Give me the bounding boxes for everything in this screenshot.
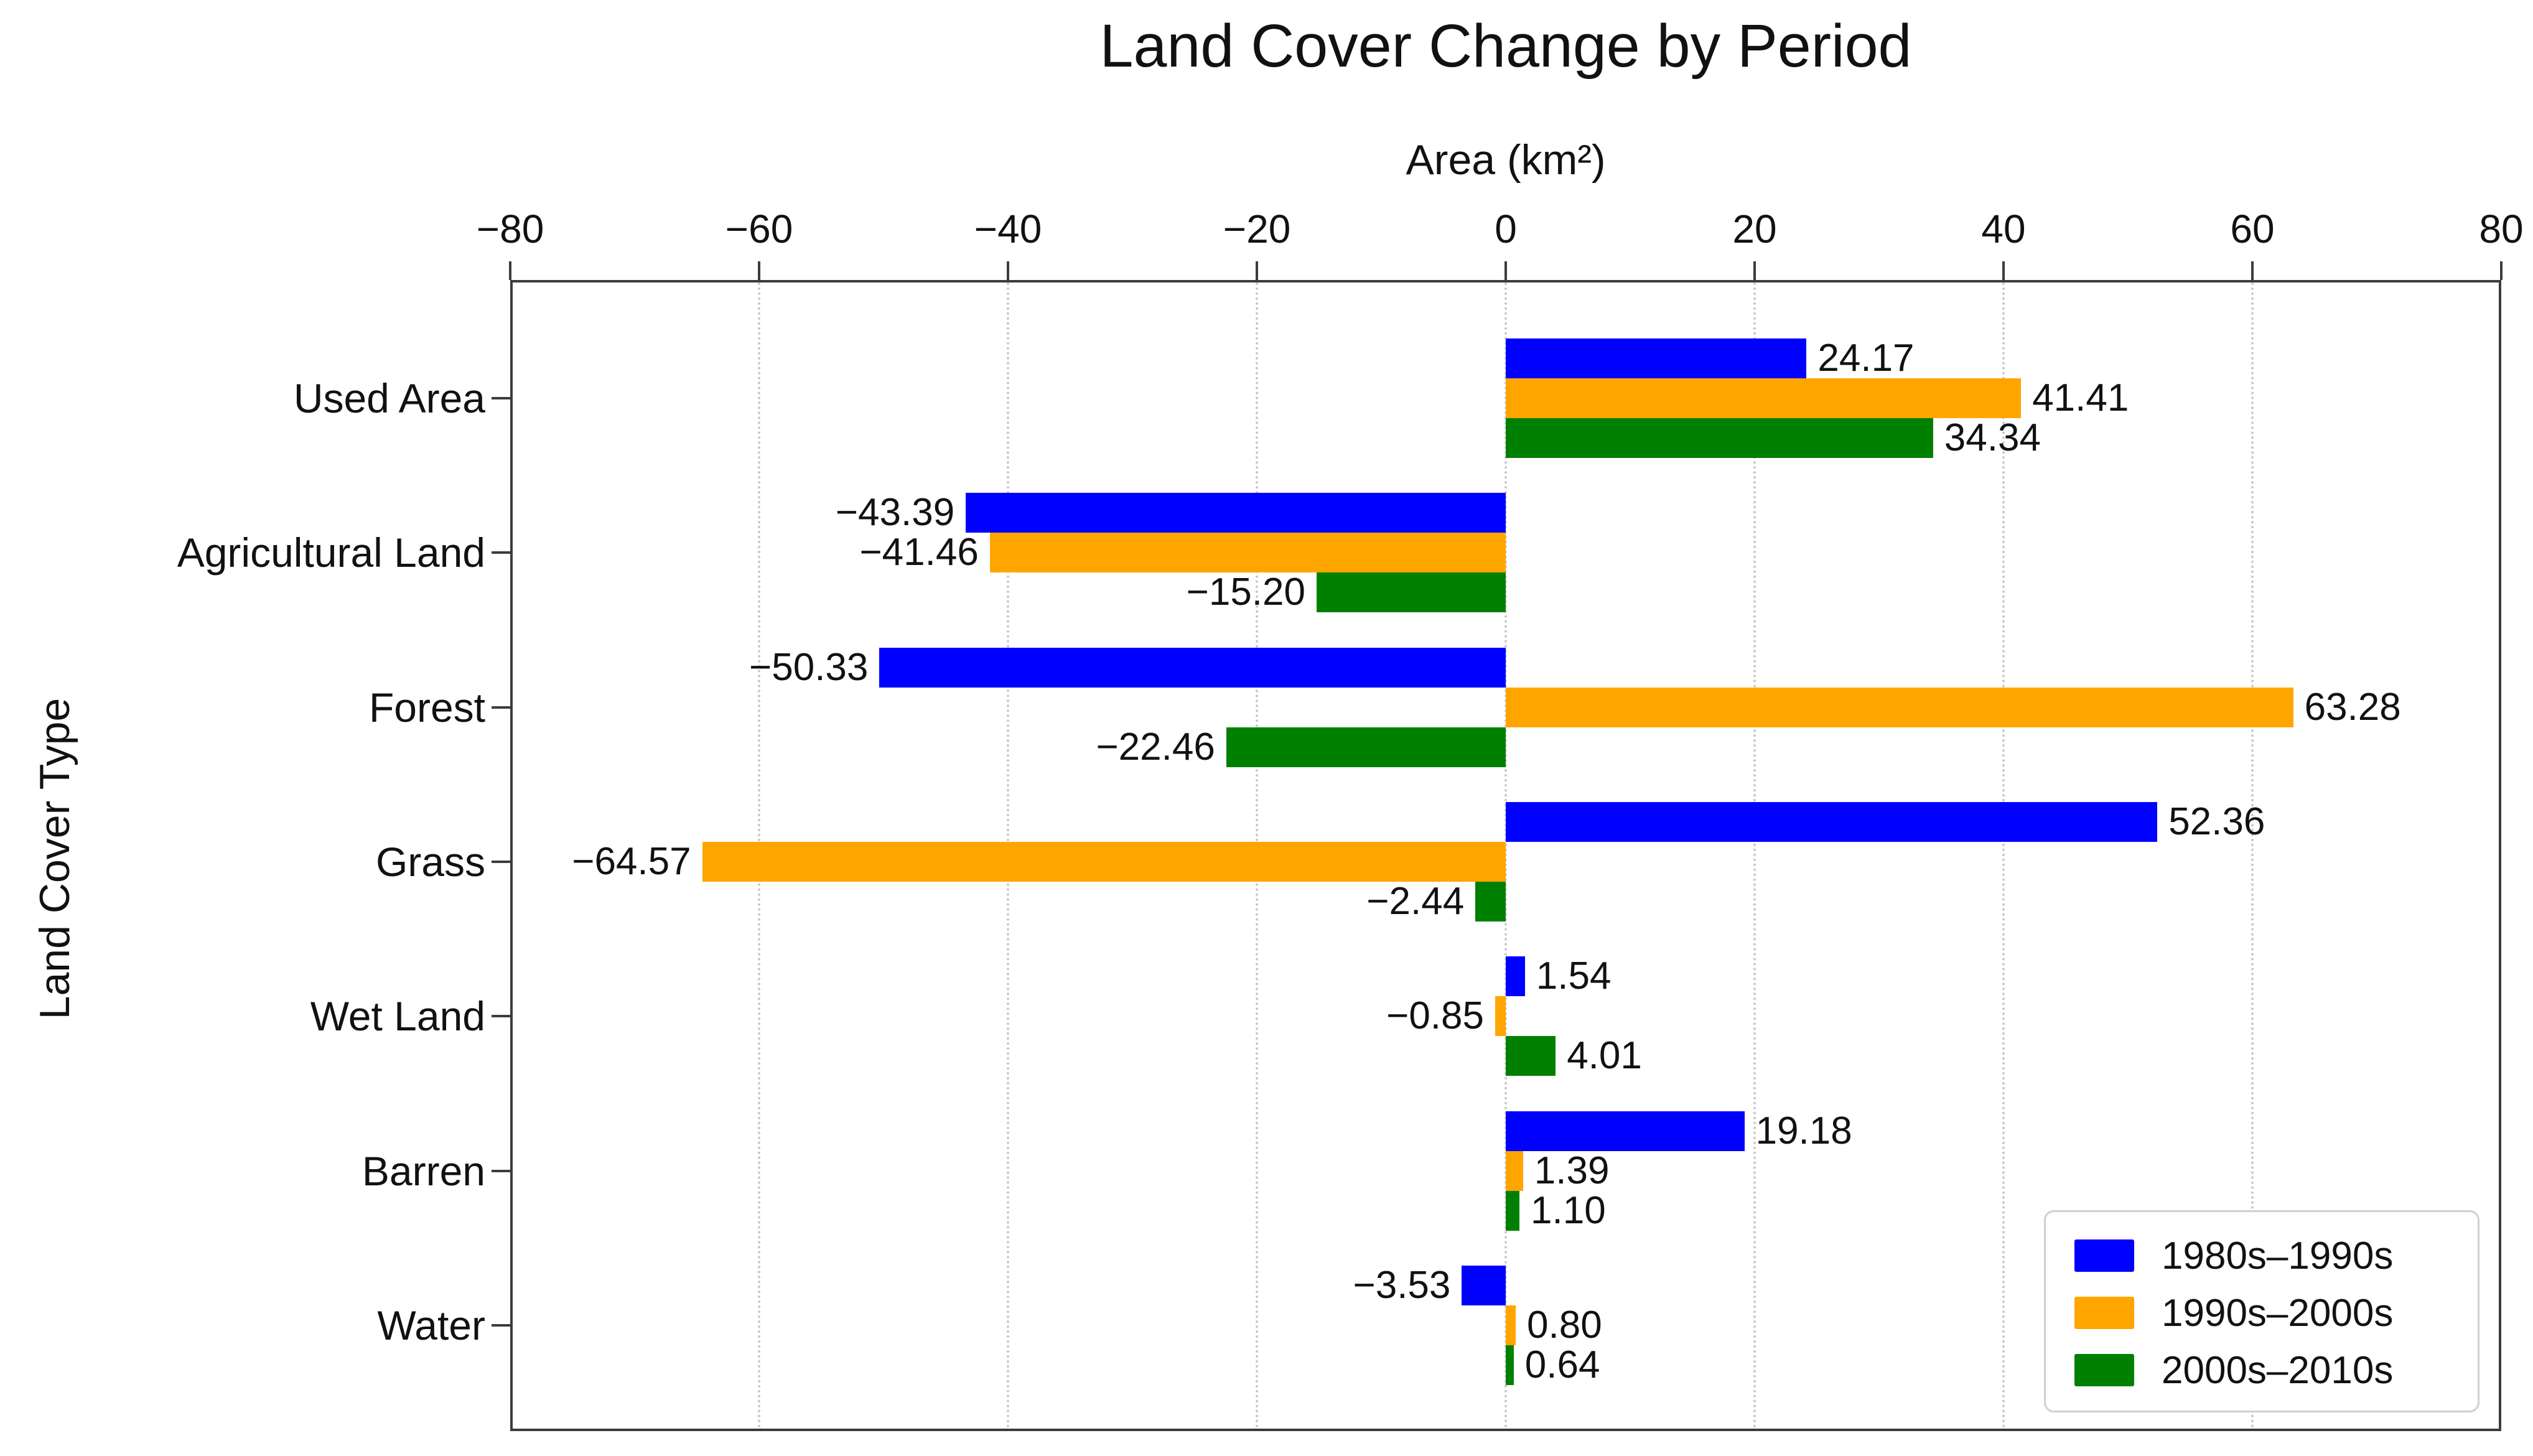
gridline xyxy=(1753,282,1756,1429)
bar-value-label: −0.85 xyxy=(1386,994,1484,1038)
bar-value-label: −41.46 xyxy=(859,531,979,574)
bar xyxy=(1506,418,1933,458)
bar-value-label: 63.28 xyxy=(2304,685,2401,729)
bar xyxy=(1506,338,1807,378)
y-tick xyxy=(492,1324,510,1327)
bar-value-label: −64.57 xyxy=(572,840,691,883)
x-tick xyxy=(1753,261,1756,280)
x-axis-label: Area (km²) xyxy=(1406,136,1606,184)
bar xyxy=(1462,1266,1506,1305)
x-tick xyxy=(509,261,511,280)
bar-value-label: −15.20 xyxy=(1186,571,1305,614)
y-tick xyxy=(492,861,510,863)
x-tick-label: 0 xyxy=(1495,207,1517,251)
y-tick xyxy=(492,397,510,399)
legend-swatch-2000s-2010s xyxy=(2074,1354,2134,1386)
bar-value-label: −22.46 xyxy=(1096,725,1215,768)
bar xyxy=(1506,378,2022,418)
y-tick xyxy=(492,1169,510,1172)
bar-value-label: 0.80 xyxy=(1527,1304,1602,1346)
bar-value-label: 24.17 xyxy=(1817,337,1915,380)
category-label: Agricultural Land xyxy=(177,530,485,576)
x-tick-label: −20 xyxy=(1223,207,1291,251)
category-label: Water xyxy=(377,1302,485,1348)
legend: 1980s–1990s 1990s–2000s 2000s–2010s xyxy=(2044,1210,2479,1412)
x-tick xyxy=(2002,261,2005,280)
legend-label: 1990s–2000s xyxy=(2162,1291,2394,1335)
y-tick xyxy=(492,551,510,554)
legend-swatch-1980s-1990s xyxy=(2074,1239,2134,1272)
category-label: Grass xyxy=(375,839,485,885)
y-tick xyxy=(492,706,510,709)
x-tick xyxy=(2500,261,2503,280)
x-tick-label: −80 xyxy=(476,207,544,251)
category-label: Barren xyxy=(362,1147,485,1194)
bar xyxy=(702,842,1506,882)
bar xyxy=(1506,1345,1514,1385)
chart-title: Land Cover Change by Period xyxy=(1099,12,1912,80)
bar-value-label: −50.33 xyxy=(749,645,869,689)
gridline xyxy=(2002,282,2005,1429)
legend-entry: 1990s–2000s xyxy=(2074,1284,2478,1342)
category-label: Used Area xyxy=(293,375,485,421)
bar xyxy=(879,647,1506,688)
bar xyxy=(1475,882,1506,922)
x-tick-label: 20 xyxy=(1732,207,1777,251)
x-tick xyxy=(1504,261,1507,280)
bar-value-label: 0.64 xyxy=(1524,1343,1600,1386)
bar xyxy=(1506,1305,1516,1345)
bar xyxy=(1506,956,1525,997)
bar xyxy=(1506,1036,1556,1076)
legend-entry: 1980s–1990s xyxy=(2074,1227,2478,1284)
bar xyxy=(1226,727,1506,767)
x-tick-label: 60 xyxy=(2230,207,2275,251)
bar-value-label: 41.41 xyxy=(2032,376,2129,419)
y-tick xyxy=(492,1015,510,1018)
x-tick-label: 40 xyxy=(1981,207,2026,251)
bar-value-label: 34.34 xyxy=(1944,416,2041,459)
bar-value-label: 1.54 xyxy=(1536,954,1612,998)
bar xyxy=(1506,802,2158,842)
bar xyxy=(1506,1111,1745,1151)
x-tick xyxy=(1007,261,1009,280)
legend-label: 2000s–2010s xyxy=(2162,1348,2394,1392)
x-tick xyxy=(758,261,760,280)
bar-value-label: 19.18 xyxy=(1755,1109,1852,1152)
x-tick-label: −60 xyxy=(725,207,793,251)
x-tick-label: −40 xyxy=(974,207,1042,251)
x-tick xyxy=(1256,261,1258,280)
category-label: Wet Land xyxy=(310,993,485,1040)
bar-value-label: 52.36 xyxy=(2168,800,2265,843)
bar xyxy=(1506,687,2293,727)
bar xyxy=(1506,1190,1519,1231)
gridline xyxy=(2251,282,2254,1429)
bar xyxy=(989,533,1506,573)
legend-entry: 2000s–2010s xyxy=(2074,1342,2478,1399)
x-tick-label: 80 xyxy=(2479,207,2524,251)
category-label: Forest xyxy=(368,684,485,730)
legend-label: 1980s–1990s xyxy=(2162,1234,2394,1277)
bar xyxy=(1506,1150,1523,1191)
bar xyxy=(1495,996,1506,1037)
legend-swatch-1990s-2000s xyxy=(2074,1297,2134,1329)
gridline xyxy=(1504,282,1507,1429)
bar-value-label: 4.01 xyxy=(1567,1034,1642,1078)
bar-value-label: −2.44 xyxy=(1366,880,1465,923)
bar xyxy=(1317,572,1506,613)
bar-value-label: −3.53 xyxy=(1353,1264,1451,1307)
bar-value-label: 1.10 xyxy=(1531,1188,1606,1232)
bar-value-label: −43.39 xyxy=(835,491,955,534)
x-tick xyxy=(2251,261,2254,280)
bar xyxy=(966,493,1506,533)
bar-value-label: 1.39 xyxy=(1534,1149,1610,1192)
